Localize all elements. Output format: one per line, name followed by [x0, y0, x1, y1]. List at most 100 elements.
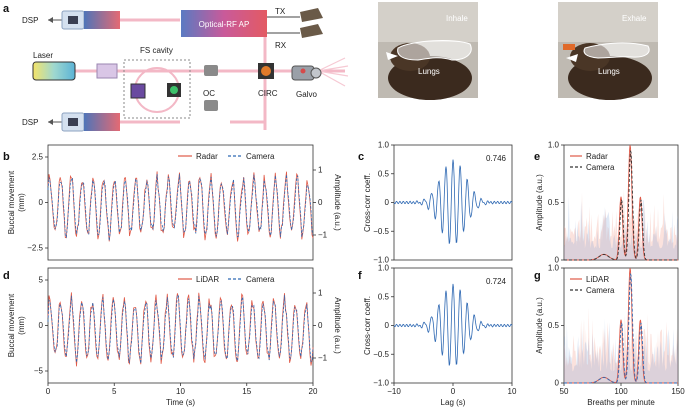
- chart-c-crosscorr: 1.0 0.5 0 −0.5 −1.0 Cross-corr coeff. 0.746: [363, 141, 513, 265]
- legend-label-b-0: Radar: [196, 152, 218, 161]
- laser-icon: [32, 61, 76, 81]
- ytick-label-g: 1.0: [548, 264, 560, 273]
- y-axis-label-b: Buccal movement(mm): [7, 170, 26, 234]
- y2-axis-label-b: Amplitude (a.u.): [333, 174, 342, 231]
- ytick-label-e: −5: [34, 367, 44, 376]
- annotation-f: 0.724: [486, 277, 507, 286]
- photo-inhale: [378, 2, 478, 100]
- y-axis-label-d: Amplitude (a.u.): [535, 174, 544, 231]
- xtick-label-f: 0: [451, 387, 456, 396]
- y-axis-label-f: Cross-corr coeff.: [363, 296, 372, 355]
- ytick-label-f: 0: [385, 321, 390, 330]
- chart-f-crosscorr: 1.0 0.5 0 −0.5 −1.0−10 0 10 Lag (s) Cross-corr c…: [363, 264, 517, 408]
- panel-label-g: g: [534, 270, 541, 282]
- rx-label: RX: [275, 41, 287, 50]
- ytick-label-c: −1.0: [373, 256, 389, 265]
- legend-label-g-1: Camera: [586, 286, 615, 295]
- legend-label-e-0: LiDAR: [196, 275, 219, 284]
- ytick-label-b: 2.5: [32, 153, 44, 162]
- ytick-label-c: 0.5: [378, 169, 390, 178]
- ytick-label-d: 0: [555, 256, 560, 265]
- tx-label: TX: [275, 7, 286, 16]
- y2tick-label-e: 0: [318, 321, 323, 330]
- ytick-label-b: 0: [39, 198, 44, 207]
- galvo-beams: [317, 57, 349, 87]
- x-axis-label-e: Time (s): [166, 398, 195, 407]
- ytick-label-f: 0.5: [378, 292, 390, 301]
- y2tick-label-b: 1: [318, 166, 323, 175]
- ytick-label-c: −0.5: [373, 227, 389, 236]
- series-line-d-0: [564, 145, 678, 261]
- xtick-label-f: 10: [508, 387, 517, 396]
- x-axis-label-f: Lag (s): [441, 398, 466, 407]
- y-axis-label-c: Cross-corr coeff.: [363, 173, 372, 232]
- legend-label-d-1: Camera: [586, 163, 615, 172]
- xtick-label-e: 15: [242, 387, 251, 396]
- lungs-left-label: Lungs: [418, 67, 440, 76]
- series-line-b-1: [47, 173, 314, 241]
- series-line-e-1: [47, 294, 314, 364]
- chart-d-spectrum: 1.0 0.5 0 Amplitude (a.u.) Radar Camera: [535, 141, 679, 265]
- oc-icon: [204, 100, 218, 111]
- ytick-label-b: −2.5: [27, 244, 43, 253]
- y-axis-label-g: Amplitude (a.u.): [535, 297, 544, 354]
- xtick-label-f: −10: [387, 387, 401, 396]
- ytick-label-g: 0.5: [548, 321, 560, 330]
- xtick-label-e: 10: [176, 387, 185, 396]
- ytick-label-f: 1.0: [378, 264, 390, 273]
- chart-b-buccal-radar: 2.5 0 −2.5 1 0 −1 Amplitude (a.u.) Buccal movem…: [7, 144, 342, 261]
- galvo-label: Galvo: [296, 90, 317, 99]
- panel-label-a: a: [3, 3, 10, 15]
- oc-label: OC: [203, 89, 215, 98]
- panel-label-d: e: [534, 151, 540, 163]
- optical-rf-ap-box: [181, 10, 267, 37]
- ytick-label-c: 0: [385, 198, 390, 207]
- ytick-label-c: 1.0: [378, 141, 390, 150]
- y2tick-label-b: −1: [318, 231, 328, 240]
- optical-rf-label: Optical-RF AP: [199, 20, 250, 29]
- ytick-label-g: 0: [555, 379, 560, 388]
- panel-label-e: d: [3, 270, 10, 282]
- y-axis-label-e: Buccal movement(mm): [7, 293, 26, 357]
- series-line-g-1: [564, 272, 678, 384]
- panel-label-c: c: [358, 151, 364, 163]
- coupler-icon: [204, 65, 218, 76]
- panel-label-b: b: [3, 151, 10, 163]
- gain-element-icon: [130, 83, 146, 99]
- photo-exhale: [558, 2, 658, 100]
- ytick-label-e: 0: [39, 321, 44, 330]
- legend-label-b-1: Camera: [246, 152, 275, 161]
- rx-antenna-icon: [300, 24, 323, 38]
- galvo-icon: [291, 65, 322, 81]
- fs-cavity-box: [123, 59, 191, 119]
- noise-band-d-0: [564, 189, 678, 260]
- y2tick-label-b: 0: [318, 198, 323, 207]
- legend-label-e-1: Camera: [246, 275, 275, 284]
- series-line-g-0: [564, 268, 678, 384]
- ytick-label-d: 1.0: [548, 141, 560, 150]
- lungs-right-label: Lungs: [598, 67, 620, 76]
- xtick-label-e: 0: [46, 387, 51, 396]
- annotation-c: 0.746: [486, 154, 507, 163]
- plot-frame-e: [47, 267, 314, 384]
- dsp-top-label: DSP: [22, 16, 38, 25]
- legend-label-g-0: LiDAR: [586, 275, 609, 284]
- xtick-label-e: 5: [112, 387, 117, 396]
- y2tick-label-e: −1: [318, 354, 328, 363]
- tx-antenna-icon: [300, 8, 323, 22]
- laser-label: Laser: [33, 51, 53, 60]
- ytick-label-f: −0.5: [373, 350, 389, 359]
- series-line-f: [393, 283, 513, 366]
- isolator-icon: [96, 63, 118, 79]
- ytick-label-d: 0.5: [548, 198, 560, 207]
- panel-label-f: f: [358, 270, 362, 282]
- legend-label-d-0: Radar: [586, 152, 608, 161]
- x-axis-label-g: Breaths per minute: [587, 398, 655, 407]
- ytick-label-e: 5: [39, 276, 44, 285]
- y2-axis-label-e: Amplitude (a.u.): [333, 297, 342, 354]
- inhale-label: Inhale: [446, 14, 468, 23]
- dsp-bottom-label: DSP: [22, 118, 38, 127]
- xtick-label-e: 20: [309, 387, 318, 396]
